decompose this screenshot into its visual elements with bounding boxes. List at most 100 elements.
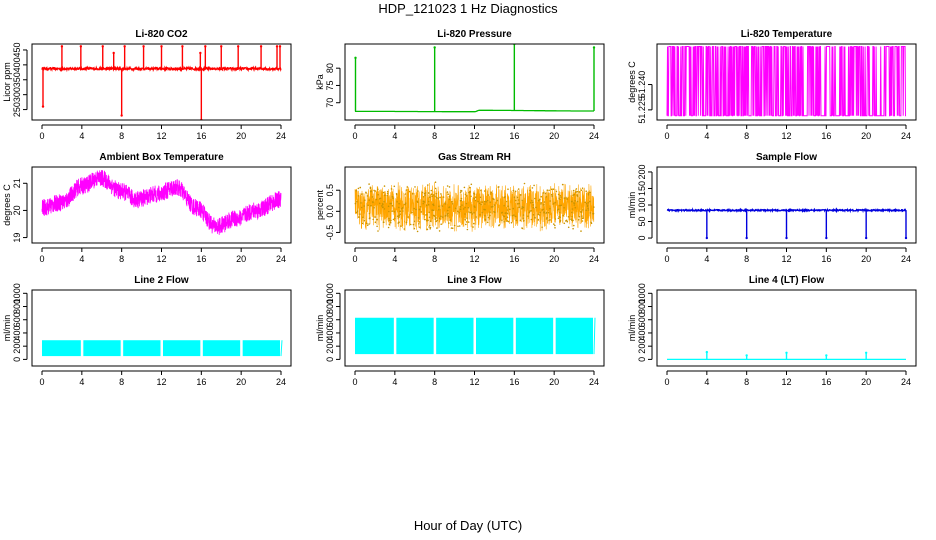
data-point — [560, 196, 562, 198]
data-point — [390, 219, 392, 222]
data-point — [558, 197, 560, 199]
data-point — [549, 200, 551, 202]
y-axis-label: ml/min — [627, 315, 637, 342]
x-tick-label: 20 — [236, 377, 246, 387]
data-point — [517, 199, 520, 201]
data-point — [581, 215, 583, 217]
data-point — [532, 206, 535, 209]
data-point — [484, 215, 486, 217]
data-point — [425, 204, 428, 207]
data-point — [477, 200, 479, 203]
x-tick-label: 8 — [119, 254, 124, 264]
data-point — [513, 196, 516, 198]
spike-point — [41, 105, 45, 108]
x-tick-label: 16 — [821, 254, 831, 264]
data-point — [554, 224, 556, 227]
data-point — [479, 196, 482, 199]
data-point — [354, 202, 357, 205]
y-tick-label: 70 — [325, 98, 335, 108]
x-tick-label: 8 — [432, 254, 437, 264]
data-point — [494, 211, 496, 213]
series-data — [42, 340, 283, 357]
data-point — [559, 221, 561, 223]
data-point — [470, 195, 472, 198]
data-point — [428, 226, 430, 228]
data-point — [441, 216, 444, 218]
data-point — [434, 218, 437, 221]
x-tick-label: 12 — [156, 377, 166, 387]
y-tick-label: 600 — [325, 312, 335, 327]
data-point — [573, 202, 576, 204]
data-point — [422, 200, 425, 203]
x-tick-label: 12 — [156, 254, 166, 264]
y-tick-label: 400 — [637, 325, 647, 340]
flow-band — [42, 340, 81, 357]
x-tick-label: 0 — [39, 254, 44, 264]
data-point — [573, 224, 575, 227]
spike-point — [259, 45, 263, 48]
y-axis-label: degrees C — [2, 184, 12, 226]
data-point — [419, 226, 421, 228]
data-point — [529, 210, 531, 212]
data-point — [510, 221, 513, 224]
data-point — [552, 188, 555, 190]
data-point — [539, 198, 541, 201]
data-point — [489, 201, 492, 203]
data-point — [548, 189, 550, 192]
data-point — [517, 188, 520, 190]
spike-point — [112, 51, 115, 55]
data-point — [359, 213, 361, 215]
x-tick-label: 12 — [781, 131, 791, 141]
data-point — [448, 198, 451, 201]
y-tick-label: 400 — [12, 325, 22, 340]
data-point — [408, 190, 411, 193]
data-point — [386, 190, 389, 193]
data-point — [521, 207, 523, 210]
data-point — [554, 218, 557, 220]
data-point — [487, 194, 490, 196]
data-point — [359, 186, 362, 189]
data-point — [529, 189, 531, 192]
data-point — [446, 209, 449, 212]
data-point — [398, 216, 400, 218]
data-point — [581, 187, 584, 189]
data-point — [388, 223, 391, 226]
data-point — [361, 193, 363, 195]
data-point — [400, 225, 402, 227]
data-point — [521, 206, 523, 208]
data-point — [377, 188, 379, 191]
x-tick-label: 8 — [744, 254, 749, 264]
data-point — [546, 217, 548, 219]
data-point — [466, 217, 468, 219]
data-point — [435, 192, 438, 195]
y-tick-label: 300 — [12, 87, 22, 102]
data-point — [589, 212, 591, 214]
data-point — [391, 195, 394, 198]
x-tick-label: 4 — [79, 377, 84, 387]
data-point — [532, 214, 535, 216]
data-point — [391, 210, 394, 212]
data-point — [393, 211, 396, 213]
data-point — [363, 205, 366, 207]
data-point — [358, 216, 360, 218]
data-point — [403, 228, 406, 230]
spike-point — [142, 45, 145, 48]
data-point — [529, 202, 532, 204]
x-tick-label: 0 — [39, 131, 44, 141]
data-point — [539, 211, 541, 214]
data-point — [355, 189, 358, 192]
data-point — [481, 201, 483, 203]
x-tick-label: 24 — [901, 254, 911, 264]
data-point — [432, 204, 435, 207]
spike-point — [592, 46, 596, 49]
data-point — [430, 189, 433, 192]
y-axis-label: ml/min — [315, 315, 325, 342]
spike-point — [101, 45, 104, 48]
data-point — [507, 212, 509, 215]
data-point — [572, 227, 574, 230]
data-point — [506, 200, 508, 203]
data-point — [561, 183, 564, 186]
data-point — [504, 196, 506, 198]
